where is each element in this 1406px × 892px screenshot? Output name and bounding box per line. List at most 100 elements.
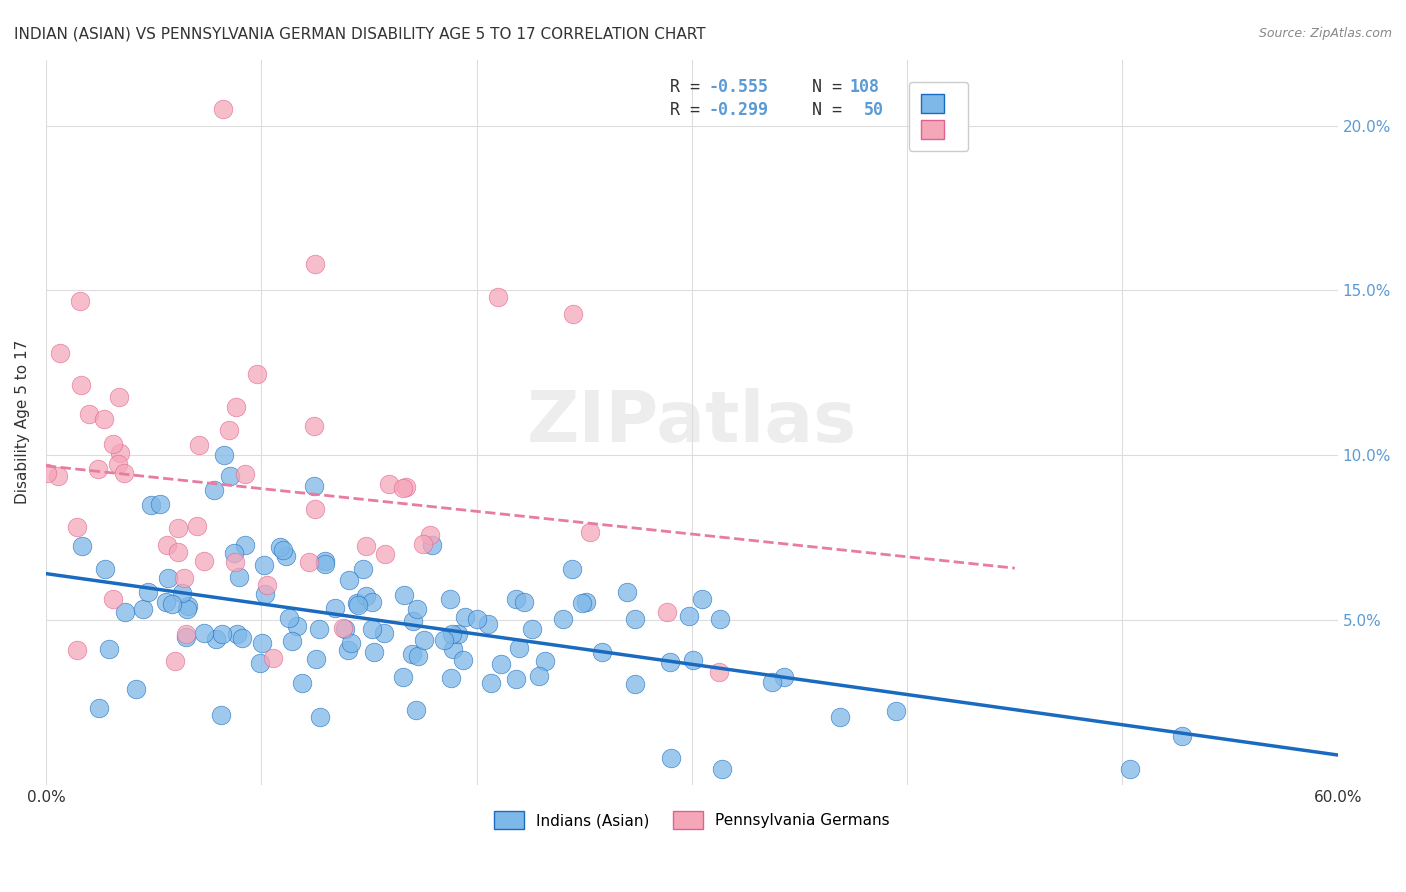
Point [682, 653, 704, 667]
Point [346, 599, 368, 613]
Point [160, 597, 183, 611]
Point [253, 587, 276, 601]
Point [332, 621, 354, 635]
Point [93, 412, 115, 426]
Point [406, 601, 429, 615]
Point [308, 622, 330, 636]
Point [37, 467, 59, 481]
Point [176, 602, 198, 616]
Point [101, 437, 124, 451]
Point [65, 520, 87, 534]
Point [167, 521, 190, 535]
Point [505, 592, 527, 607]
Point [278, 611, 301, 625]
Point [177, 599, 200, 613]
Point [94, 562, 117, 576]
Point [659, 750, 682, 764]
Point [246, 367, 269, 381]
Point [513, 595, 536, 609]
Point [486, 290, 509, 304]
Point [228, 570, 250, 584]
Point [551, 612, 574, 626]
Point [352, 562, 374, 576]
Point [87, 462, 110, 476]
Point [157, 571, 180, 585]
Text: ZIPatlas: ZIPatlas [527, 388, 856, 457]
Point [186, 519, 208, 533]
Point [707, 665, 730, 679]
Point [412, 537, 434, 551]
Legend: Indians (Asian), Pennsylvania Germans: Indians (Asian), Pennsylvania Germans [488, 805, 896, 836]
Point [46, 468, 69, 483]
Point [218, 423, 240, 437]
Point [479, 676, 502, 690]
Point [132, 602, 155, 616]
Point [571, 596, 593, 610]
Text: R =: R = [669, 102, 710, 120]
Point [219, 469, 242, 483]
Point [711, 762, 734, 776]
Point [202, 483, 225, 497]
Point [378, 477, 401, 491]
Point [405, 703, 427, 717]
Point [406, 648, 429, 663]
Point [690, 592, 713, 607]
Point [655, 605, 678, 619]
Point [420, 538, 443, 552]
Point [579, 525, 602, 540]
Text: N =: N = [813, 78, 852, 96]
Point [678, 609, 700, 624]
Point [337, 573, 360, 587]
Point [624, 612, 647, 626]
Point [419, 527, 441, 541]
Point [271, 542, 294, 557]
Point [884, 704, 907, 718]
Point [508, 641, 530, 656]
Point [69, 293, 91, 308]
Point [205, 632, 228, 646]
Point [447, 626, 470, 640]
Point [392, 670, 415, 684]
Point [211, 102, 233, 116]
Point [623, 676, 645, 690]
Point [354, 589, 377, 603]
Point [114, 605, 136, 619]
Point [224, 555, 246, 569]
Point [402, 614, 425, 628]
Point [148, 497, 170, 511]
Point [477, 616, 499, 631]
Point [333, 622, 356, 636]
Point [163, 654, 186, 668]
Point [269, 540, 291, 554]
Point [107, 390, 129, 404]
Point [363, 645, 385, 659]
Point [309, 709, 332, 723]
Point [346, 596, 368, 610]
Point [562, 306, 585, 320]
Point [112, 466, 135, 480]
Point [176, 626, 198, 640]
Point [302, 479, 325, 493]
Point [561, 562, 583, 576]
Point [1171, 729, 1194, 743]
Point [233, 467, 256, 481]
Point [209, 708, 232, 723]
Point [291, 675, 314, 690]
Point [48, 345, 70, 359]
Point [107, 457, 129, 471]
Point [193, 554, 215, 568]
Point [354, 539, 377, 553]
Point [98, 642, 121, 657]
Point [395, 480, 418, 494]
Point [136, 585, 159, 599]
Point [125, 681, 148, 696]
Point [401, 648, 423, 662]
Point [305, 652, 328, 666]
Point [172, 586, 194, 600]
Point [224, 546, 246, 560]
Point [392, 588, 415, 602]
Point [212, 448, 235, 462]
Point [761, 674, 783, 689]
Point [433, 632, 456, 647]
Point [281, 633, 304, 648]
